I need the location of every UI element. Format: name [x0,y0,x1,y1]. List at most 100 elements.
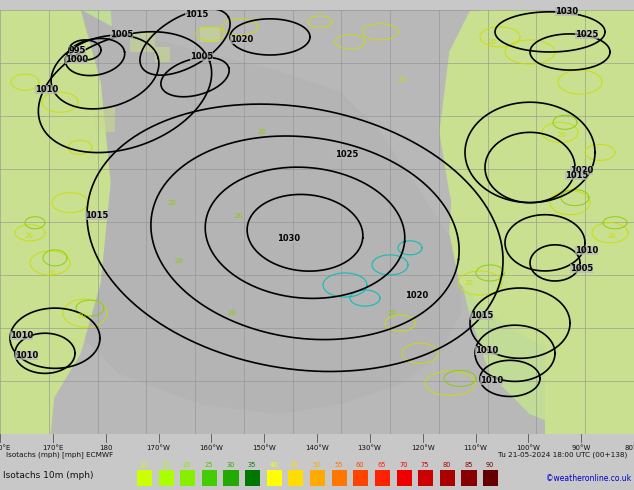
Text: 20: 20 [398,77,407,83]
Bar [200,27,220,42]
Bar [483,470,498,486]
Text: 1010: 1010 [575,246,598,255]
Text: 20: 20 [183,462,191,468]
Bar [223,470,238,486]
Bar [310,470,325,486]
Bar [130,32,155,52]
Text: 995: 995 [69,46,86,55]
Text: 1030: 1030 [555,7,578,16]
Text: 90°W: 90°W [572,445,591,451]
Text: 1015: 1015 [565,171,588,179]
Text: 40: 40 [269,462,278,468]
Text: 1020: 1020 [570,166,593,174]
Text: 1010: 1010 [35,85,58,94]
Text: 20: 20 [258,129,267,135]
Polygon shape [450,10,634,393]
Text: 120°W: 120°W [411,445,435,451]
Text: 1015: 1015 [185,10,209,19]
Text: 55: 55 [334,462,343,468]
Text: 65: 65 [378,462,386,468]
Text: 20: 20 [465,280,474,286]
Bar [418,470,433,486]
Text: 20: 20 [168,199,177,206]
Text: 1010: 1010 [10,331,33,340]
Polygon shape [0,10,115,434]
Text: 45: 45 [291,462,299,468]
Bar [462,470,477,486]
Bar [440,470,455,486]
Bar [245,470,260,486]
Text: 90: 90 [486,462,494,468]
Text: 20: 20 [48,270,57,276]
Text: 1015: 1015 [470,311,493,320]
Polygon shape [0,10,110,434]
Text: 20: 20 [488,39,497,45]
Bar [545,10,634,434]
Text: 20: 20 [558,132,567,138]
Bar [396,470,411,486]
Text: 100°W: 100°W [516,445,540,451]
Text: ©weatheronline.co.uk: ©weatheronline.co.uk [546,474,631,483]
Text: 1020: 1020 [230,35,253,44]
Text: 20: 20 [228,310,237,316]
Polygon shape [0,82,60,434]
Polygon shape [450,10,634,434]
Polygon shape [445,42,540,253]
Text: 1005: 1005 [190,52,213,61]
Bar [180,470,195,486]
Bar [155,47,170,62]
Text: 160°W: 160°W [199,445,223,451]
Polygon shape [60,10,460,414]
Text: 1000: 1000 [65,55,88,64]
Text: 110°W: 110°W [463,445,488,451]
Text: 75: 75 [421,462,429,468]
Text: 150°W: 150°W [252,445,276,451]
Text: 130°W: 130°W [358,445,382,451]
Text: 20: 20 [388,310,397,316]
Bar [332,470,347,486]
Text: 180: 180 [99,445,113,451]
Text: 20: 20 [175,258,184,264]
Bar [267,470,282,486]
Polygon shape [440,10,545,233]
Text: 20: 20 [78,313,87,319]
Text: 80°W: 80°W [624,445,634,451]
Text: 140°W: 140°W [305,445,329,451]
Text: 170°W: 170°W [146,445,171,451]
Bar [95,107,115,132]
Text: 1010: 1010 [480,376,503,386]
Text: 30: 30 [226,462,235,468]
Text: 160°E: 160°E [0,445,11,451]
Text: 10: 10 [139,462,148,468]
Text: 1010: 1010 [15,351,38,360]
Text: 1030: 1030 [277,234,300,243]
Bar [137,470,152,486]
Text: 80: 80 [443,462,451,468]
Text: 1015: 1015 [85,211,108,220]
Text: 70: 70 [399,462,408,468]
Text: Isotachs 10m (mph): Isotachs 10m (mph) [3,471,94,480]
Text: 25: 25 [205,462,213,468]
Text: 85: 85 [464,462,472,468]
Text: 170°E: 170°E [42,445,63,451]
Bar [202,470,217,486]
Text: 15: 15 [161,462,170,468]
Bar [353,470,368,486]
Text: 20: 20 [25,233,34,239]
Bar [375,470,390,486]
Text: 35: 35 [248,462,256,468]
Text: 1005: 1005 [570,264,593,273]
Text: 50: 50 [313,462,321,468]
Text: Isotachs (mph) [mph] ECMWF: Isotachs (mph) [mph] ECMWF [6,451,113,458]
Text: 20: 20 [235,213,244,219]
Text: 1005: 1005 [110,30,133,39]
Text: Tu 21-05-2024 18:00 UTC (00+138): Tu 21-05-2024 18:00 UTC (00+138) [498,452,628,458]
Text: 1020: 1020 [405,291,428,300]
Text: 1025: 1025 [575,30,598,39]
Bar [288,470,304,486]
Text: 20: 20 [608,233,617,239]
Text: 1025: 1025 [335,150,358,159]
Text: 1010: 1010 [475,346,498,355]
Text: 60: 60 [356,462,365,468]
Bar [158,470,174,486]
